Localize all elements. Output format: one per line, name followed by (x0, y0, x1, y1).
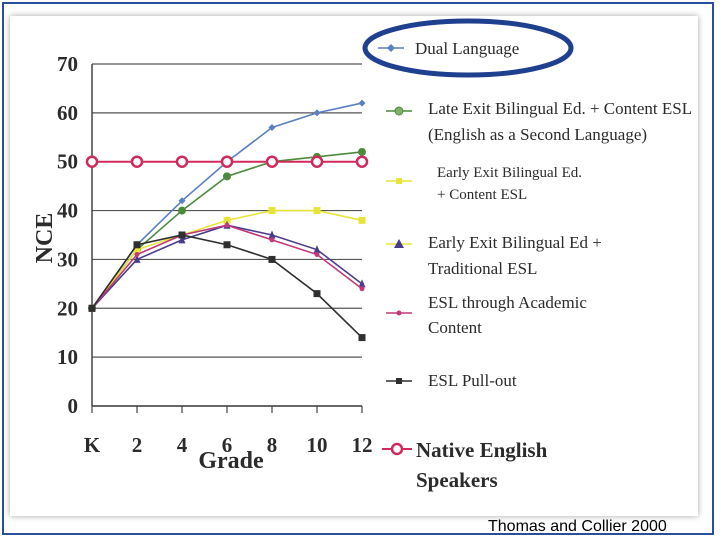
x-tick-10: 10 (307, 433, 328, 457)
point-early-exit-bilingual-ed-content-esl-12 (358, 216, 366, 224)
point-esl-through-academic-content-6 (224, 222, 230, 228)
point-native-english-speakers-2 (130, 155, 144, 168)
point-early-exit-bilingual-ed-traditional-esl-12 (358, 279, 366, 288)
y-tick-60: 60 (57, 101, 78, 125)
x-axis-title: Grade (198, 448, 264, 474)
point-early-exit-bilingual-ed-content-esl-10 (313, 207, 321, 215)
y-tick-20: 20 (57, 296, 78, 320)
y-tick-labels: 0 10 20 30 40 50 60 70 (57, 52, 78, 418)
point-dual-language-8 (268, 124, 276, 132)
legend-label-early-trad-1: Early Exit Bilingual Ed + (428, 233, 602, 252)
legend-marker-late-exit (394, 106, 404, 116)
x-tick-K: K (84, 433, 101, 457)
x-tick-6: 6 (222, 433, 233, 457)
legend-marker-early-trad (394, 239, 404, 248)
series-line-esl-pull-out (91, 234, 363, 339)
point-early-exit-bilingual-ed-traditional-esl-10 (313, 245, 321, 254)
point-esl-through-academic-content-10 (314, 252, 320, 258)
y-tick-40: 40 (57, 199, 78, 223)
legend-label-dual-language: Dual Language (415, 39, 519, 58)
point-esl-pull-out-K (88, 304, 96, 312)
point-native-english-speakers-8 (265, 155, 279, 168)
point-native-english-speakers-K (85, 155, 99, 168)
point-native-english-speakers-10 (310, 155, 324, 168)
y-tick-50: 50 (57, 150, 78, 174)
legend-label-native-2: Speakers (416, 468, 498, 492)
series-line-dual-language (91, 102, 363, 309)
point-esl-pull-out-8 (268, 255, 276, 263)
point-early-exit-bilingual-ed-content-esl-8 (268, 207, 276, 215)
legend-label-early-trad-2: Traditional ESL (428, 259, 537, 278)
legend-marker-early-content (396, 178, 402, 184)
point-early-exit-bilingual-ed-traditional-esl-2 (133, 254, 141, 263)
x-tick-2: 2 (132, 433, 143, 457)
legend-marker-dual-language (387, 44, 395, 52)
y-tick-70: 70 (57, 52, 78, 76)
legend-label-early-content-2: + Content ESL (437, 187, 527, 203)
legend: Dual Language Late Exit Bilingual Ed. + … (362, 18, 692, 492)
point-late-exit-bilingual-ed-content-esl-english-as-a-second-language-12 (358, 147, 366, 156)
source-credit: Thomas and Collier 2000 (488, 518, 667, 535)
y-axis-title: NCE (32, 213, 58, 264)
y-tick-10: 10 (57, 345, 78, 369)
point-dual-language-10 (313, 109, 321, 117)
point-esl-pull-out-10 (313, 290, 321, 298)
legend-label-academic-2: Content (428, 318, 482, 337)
grid-lines (92, 63, 362, 407)
point-native-english-speakers-6 (220, 155, 234, 168)
point-dual-language-12 (358, 99, 366, 107)
dual-language-highlight-ellipse (362, 18, 574, 78)
point-late-exit-bilingual-ed-content-esl-english-as-a-second-language-4 (178, 206, 186, 215)
point-early-exit-bilingual-ed-content-esl-2 (133, 246, 141, 254)
point-esl-through-academic-content-8 (269, 237, 275, 243)
legend-marker-academic (396, 310, 402, 316)
x-tick-labels: K 2 4 6 8 10 12 (84, 433, 373, 457)
legend-label-pullout: ESL Pull-out (428, 371, 517, 390)
point-dual-language-4 (178, 197, 186, 205)
point-early-exit-bilingual-ed-content-esl-6 (223, 216, 231, 224)
x-tick-12: 12 (352, 433, 373, 457)
legend-label-academic-1: ESL through Academic (428, 293, 587, 312)
series-lines (85, 99, 369, 342)
point-esl-pull-out-2 (133, 241, 141, 249)
x-tick-4: 4 (177, 433, 188, 457)
legend-marker-native (390, 442, 404, 456)
series-line-early-exit-bilingual-ed-traditional-esl (91, 224, 363, 309)
point-early-exit-bilingual-ed-traditional-esl-8 (268, 230, 276, 239)
point-esl-pull-out-6 (223, 241, 231, 249)
legend-label-early-content-1: Early Exit Bilingual Ed. (437, 165, 582, 181)
chart-axes (91, 64, 363, 413)
x-tick-8: 8 (267, 433, 278, 457)
legend-marker-pullout (396, 378, 402, 384)
legend-label-native-1: Native English (416, 438, 548, 462)
point-esl-pull-out-12 (358, 334, 366, 342)
point-late-exit-bilingual-ed-content-esl-english-as-a-second-language-6 (223, 172, 231, 181)
y-tick-30: 30 (57, 247, 78, 271)
legend-label-late-exit-2: (English as a Second Language) (428, 125, 647, 144)
point-esl-through-academic-content-12 (359, 286, 365, 292)
y-tick-0: 0 (68, 394, 79, 418)
point-esl-through-academic-content-2 (134, 252, 140, 258)
legend-label-late-exit-1: Late Exit Bilingual Ed. + Content ESL (428, 99, 692, 118)
point-early-exit-bilingual-ed-traditional-esl-4 (178, 235, 186, 244)
point-native-english-speakers-12 (355, 155, 369, 168)
point-esl-pull-out-4 (178, 231, 186, 239)
series-line-esl-through-academic-content (91, 224, 363, 309)
point-native-english-speakers-4 (175, 155, 189, 168)
